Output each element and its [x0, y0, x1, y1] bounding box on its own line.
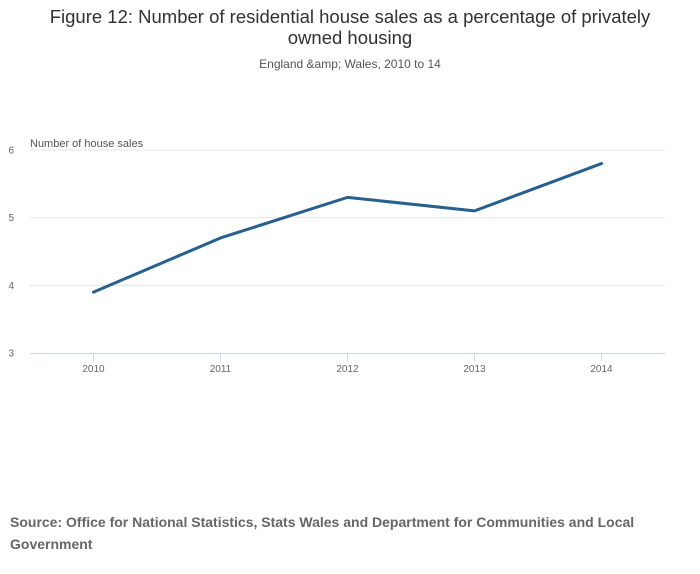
- x-tick-label-2013: 2013: [463, 364, 486, 375]
- source-note: Source: Office for National Statistics, …: [10, 514, 635, 552]
- x-tick-label-2012: 2012: [336, 364, 359, 375]
- series-layer: [90, 160, 606, 296]
- line-chart: 3 4 5 6 2010 2011 2012 2013 2014 Number of hous…: [8, 138, 665, 375]
- series-line-0[interactable]: [92, 162, 603, 294]
- chart-title: Figure 12: Number of residential house s…: [49, 6, 651, 48]
- chart-subtitle: England &amp; Wales, 2010 to 14: [259, 57, 441, 71]
- data-point-2011[interactable]: [217, 234, 225, 242]
- data-point-2012[interactable]: [344, 193, 352, 201]
- x-tick-label-2014: 2014: [590, 364, 613, 375]
- y-tick-label-5: 5: [8, 213, 14, 224]
- data-point-2014[interactable]: [598, 160, 606, 168]
- x-tick-label-2010: 2010: [82, 364, 105, 375]
- data-point-2013[interactable]: [471, 207, 479, 215]
- y-axis-title: Number of house sales: [30, 138, 144, 150]
- y-tick-label-6: 6: [8, 146, 14, 157]
- y-tick-label-4: 4: [8, 281, 14, 292]
- gridlines: [30, 149, 665, 286]
- y-tick-label-3: 3: [8, 349, 14, 360]
- data-point-2010[interactable]: [90, 288, 98, 296]
- x-axis-ticks: 2010 2011 2012 2013 2014: [82, 353, 613, 375]
- y-axis-ticks: 3 4 5 6: [8, 146, 14, 360]
- x-tick-label-2011: 2011: [210, 364, 232, 375]
